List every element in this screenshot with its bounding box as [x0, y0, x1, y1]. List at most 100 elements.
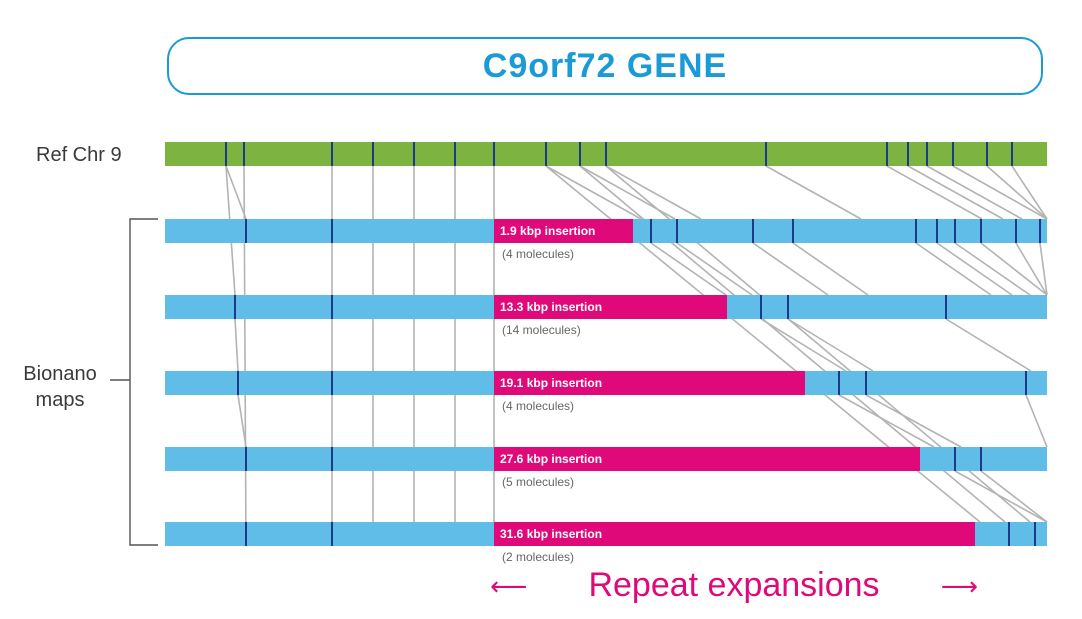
ref-label-mark: [493, 142, 495, 166]
repeat-expansions-caption: ⟵ Repeat expansions ⟶: [490, 566, 978, 605]
alignment-line: [907, 165, 1004, 220]
alignment-line: [980, 242, 1048, 296]
alignment-line: [787, 318, 874, 372]
map-label-mark: [245, 219, 247, 243]
map-label-mark: [945, 295, 947, 319]
ref-label-mark: [952, 142, 954, 166]
insertion-segment: [494, 295, 727, 319]
maps-label-line1: Bionano: [23, 363, 97, 385]
insertion-segment: [494, 371, 805, 395]
alignment-line: [225, 165, 247, 220]
map-label-mark: [331, 219, 333, 243]
bracket-line: [129, 218, 158, 546]
insertion-segment: [494, 447, 920, 471]
ref-label-mark: [545, 142, 547, 166]
map-label-mark: [676, 219, 678, 243]
maps-label-line2: maps: [35, 389, 85, 411]
map-label-mark: [954, 219, 956, 243]
left-arrow-icon: ⟵: [490, 570, 528, 601]
page-title: C9orf72 GENE: [482, 46, 728, 85]
alignment-line: [760, 318, 847, 372]
alignment-line: [545, 165, 642, 220]
alignment-line: [1025, 394, 1048, 448]
alignment-line: [1011, 165, 1048, 220]
map-label-mark: [1034, 522, 1036, 546]
alignment-line: [676, 242, 753, 296]
alignment-line: [926, 165, 1023, 220]
map-label-mark: [752, 219, 754, 243]
map-label-mark: [760, 295, 762, 319]
alignment-line: [765, 165, 862, 220]
molecule-count: (5 molecules): [502, 475, 574, 489]
map-label-mark: [1015, 219, 1017, 243]
alignment-line: [954, 242, 1031, 296]
map-label-mark: [331, 371, 333, 395]
ref-label-mark: [579, 142, 581, 166]
map-label-mark: [980, 219, 982, 243]
map-label-mark: [792, 219, 794, 243]
map-label-mark: [331, 522, 333, 546]
map-texts: 1.9 kbp insertion (4 molecules) 13.3 kbp i…: [500, 224, 602, 564]
map-label-mark: [915, 219, 917, 243]
map-label-mark: [954, 447, 956, 471]
insertion-segment: [494, 522, 975, 546]
ref-label-mark: [886, 142, 888, 166]
map-label-mark: [865, 371, 867, 395]
map-label-mark: [331, 447, 333, 471]
insertion-label: 27.6 kbp insertion: [500, 452, 602, 466]
insertion-label: 19.1 kbp insertion: [500, 376, 602, 390]
alignment-line: [650, 242, 727, 296]
map-label-mark: [838, 371, 840, 395]
molecule-count: (4 molecules): [502, 399, 574, 413]
maps-bracket: [110, 218, 158, 546]
map-label-mark: [787, 295, 789, 319]
molecule-count: (4 molecules): [502, 247, 574, 261]
alignment-line: [980, 470, 1048, 523]
map-label-mark: [331, 295, 333, 319]
ref-label-mark: [986, 142, 988, 166]
alignment-line: [915, 242, 992, 296]
ref-label-mark: [331, 142, 333, 166]
insertion-label: 31.6 kbp insertion: [500, 527, 602, 541]
insertion-label: 13.3 kbp insertion: [500, 300, 602, 314]
map-label-mark: [245, 522, 247, 546]
ref-label-mark: [372, 142, 374, 166]
ref-label-mark: [413, 142, 415, 166]
ref-label-mark: [454, 142, 456, 166]
bionano-maps-label: Bionano maps: [14, 361, 106, 413]
ref-label-mark: [1011, 142, 1013, 166]
molecule-count: (2 molecules): [502, 550, 574, 564]
map-label-mark: [1008, 522, 1010, 546]
ref-label-mark: [926, 142, 928, 166]
map-label-mark: [237, 371, 239, 395]
ref-label-mark: [765, 142, 767, 166]
right-arrow-icon: ⟶: [940, 570, 978, 601]
molecule-count: (14 molecules): [502, 323, 581, 337]
alignment-line: [605, 165, 702, 220]
map-label-mark: [1025, 371, 1027, 395]
alignment-line: [865, 394, 962, 448]
ref-chr-label: Ref Chr 9: [36, 144, 122, 166]
map-bars: [165, 142, 1047, 546]
footer-text: Repeat expansions: [588, 566, 880, 604]
ref-label-mark: [605, 142, 607, 166]
alignment-line: [886, 165, 983, 220]
alignment-line: [952, 165, 1048, 220]
insertion-label: 1.9 kbp insertion: [500, 224, 595, 238]
map-label-mark: [245, 447, 247, 471]
map-label-mark: [234, 295, 236, 319]
ref-label-mark: [225, 142, 227, 166]
alignment-line: [1039, 242, 1048, 296]
map-label-mark: [650, 219, 652, 243]
map-label-mark: [936, 219, 938, 243]
insertion-segment: [494, 219, 633, 243]
ref-label-mark: [243, 142, 245, 166]
alignment-line: [838, 394, 935, 448]
alignment-line: [792, 242, 869, 296]
map-label-mark: [980, 447, 982, 471]
alignment-line: [936, 242, 1013, 296]
ref-label-mark: [907, 142, 909, 166]
alignment-line: [752, 242, 829, 296]
alignment-line: [986, 165, 1048, 220]
